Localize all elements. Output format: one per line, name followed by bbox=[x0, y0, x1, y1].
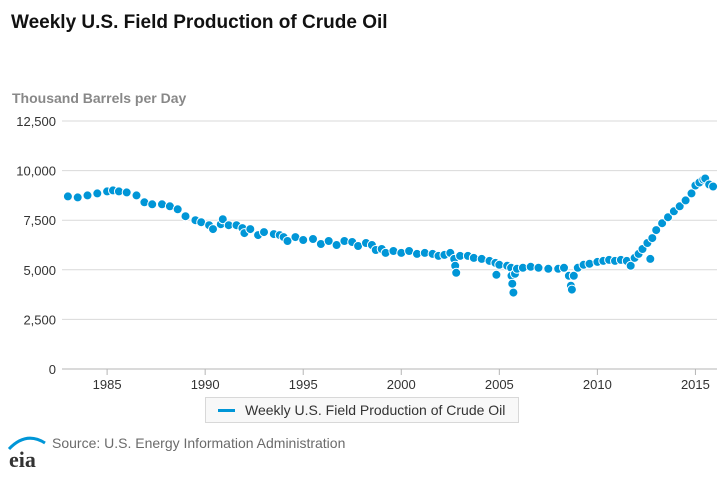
data-point bbox=[663, 212, 673, 223]
y-axis-ticks: 0 2,500 5,000 7,500 10,000 12,500 bbox=[16, 114, 56, 377]
y-axis-unit-label: Thousand Barrels per Day bbox=[12, 90, 186, 106]
data-point bbox=[491, 269, 502, 280]
legend-swatch bbox=[218, 409, 235, 412]
data-point bbox=[308, 234, 318, 244]
data-point bbox=[208, 224, 218, 235]
y-tick-label: 12,500 bbox=[16, 114, 56, 129]
data-point bbox=[651, 225, 662, 236]
y-tick-label: 10,000 bbox=[16, 164, 56, 179]
x-tick-label: 2005 bbox=[485, 377, 514, 392]
data-point bbox=[172, 204, 183, 215]
data-point bbox=[708, 181, 719, 192]
gridlines bbox=[62, 120, 717, 370]
data-point bbox=[674, 201, 685, 212]
source-credit: Source: U.S. Energy Information Administ… bbox=[52, 435, 346, 451]
data-point bbox=[298, 235, 309, 245]
eia-logo: eia bbox=[7, 436, 46, 472]
x-tick-label: 1990 bbox=[191, 377, 220, 392]
x-axis: 1985 1990 1995 2000 2005 2010 2015 bbox=[62, 368, 717, 392]
data-point bbox=[72, 192, 83, 203]
chart-title: Weekly U.S. Field Production of Crude Oi… bbox=[11, 12, 388, 33]
scatter-points bbox=[62, 173, 719, 298]
data-point bbox=[131, 190, 142, 201]
y-tick-label: 7,500 bbox=[23, 213, 56, 228]
data-point bbox=[680, 195, 691, 206]
x-tick-label: 2000 bbox=[387, 377, 416, 392]
legend-label-series: Weekly U.S. Field Production of Crude Oi… bbox=[245, 402, 506, 418]
data-point bbox=[507, 278, 518, 289]
data-point bbox=[625, 260, 636, 271]
data-point bbox=[566, 284, 577, 295]
data-point bbox=[180, 211, 191, 222]
data-point bbox=[508, 287, 519, 298]
data-point bbox=[543, 263, 554, 274]
legend[interactable]: Weekly U.S. Field Production of Crude Oi… bbox=[205, 397, 519, 423]
data-point bbox=[647, 233, 658, 244]
x-tick-label: 2010 bbox=[583, 377, 612, 392]
data-point bbox=[451, 267, 462, 278]
data-point bbox=[92, 188, 103, 199]
data-point bbox=[331, 240, 342, 250]
data-point bbox=[657, 218, 668, 229]
data-point bbox=[245, 224, 256, 235]
data-point bbox=[686, 188, 697, 199]
y-tick-label: 0 bbox=[49, 362, 56, 377]
data-point bbox=[559, 262, 569, 273]
data-point bbox=[533, 262, 544, 273]
data-point bbox=[62, 191, 73, 202]
data-point bbox=[217, 214, 228, 225]
x-tick-label: 2015 bbox=[681, 377, 710, 392]
data-point bbox=[282, 236, 293, 246]
data-point bbox=[82, 190, 93, 201]
data-point bbox=[568, 270, 579, 281]
y-tick-label: 5,000 bbox=[23, 263, 56, 278]
data-point bbox=[259, 227, 269, 238]
x-tick-label: 1995 bbox=[289, 377, 318, 392]
data-point bbox=[645, 253, 656, 264]
data-point bbox=[323, 236, 334, 246]
eia-logo-text: eia bbox=[9, 447, 36, 472]
x-tick-label: 1985 bbox=[93, 377, 122, 392]
y-tick-label: 2,500 bbox=[23, 312, 56, 327]
data-point bbox=[121, 187, 132, 198]
data-point bbox=[147, 199, 158, 210]
